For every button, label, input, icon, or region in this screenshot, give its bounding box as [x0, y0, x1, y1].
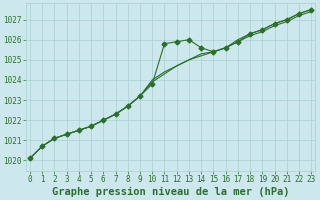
X-axis label: Graphe pression niveau de la mer (hPa): Graphe pression niveau de la mer (hPa): [52, 186, 289, 197]
